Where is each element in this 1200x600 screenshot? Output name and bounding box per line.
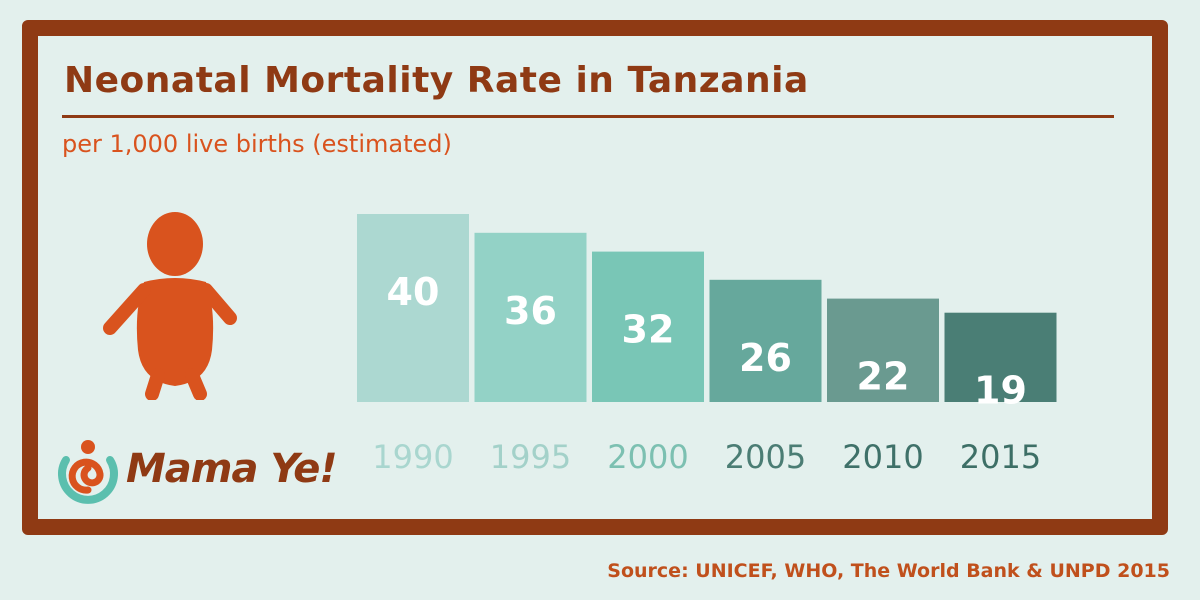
bar-2010: [827, 298, 939, 402]
source-note: Source: UNICEF, WHO, The World Bank & UN…: [607, 560, 1170, 582]
mama-ye-logo-icon: [58, 440, 118, 504]
bar-value-label: 40: [387, 270, 440, 314]
bar-value-label: 32: [622, 308, 675, 352]
x-tick-label: 2000: [607, 438, 688, 476]
chart-subtitle: per 1,000 live births (estimated): [62, 130, 452, 158]
bar-2005: [709, 279, 822, 402]
bar-1995: [474, 232, 587, 402]
x-tick-label: 1990: [372, 438, 453, 476]
title-divider: [62, 115, 1114, 118]
x-tick-label: 2010: [842, 438, 923, 476]
x-tick-label: 1995: [490, 438, 571, 476]
x-tick-label: 2015: [960, 438, 1041, 476]
chart-title: Neonatal Mortality Rate in Tanzania: [64, 60, 809, 101]
bar-2000: [592, 251, 704, 402]
bar-value-label: 19: [974, 369, 1027, 413]
logo-text: Mama Ye!: [126, 446, 338, 492]
baby-icon: [103, 212, 237, 400]
bar-1990: [357, 214, 469, 402]
bar-2015: [944, 312, 1057, 402]
bar-value-label: 26: [739, 336, 792, 380]
bar-value-label: 22: [857, 355, 910, 399]
bar-value-label: 36: [504, 289, 557, 333]
x-tick-label: 2005: [725, 438, 806, 476]
